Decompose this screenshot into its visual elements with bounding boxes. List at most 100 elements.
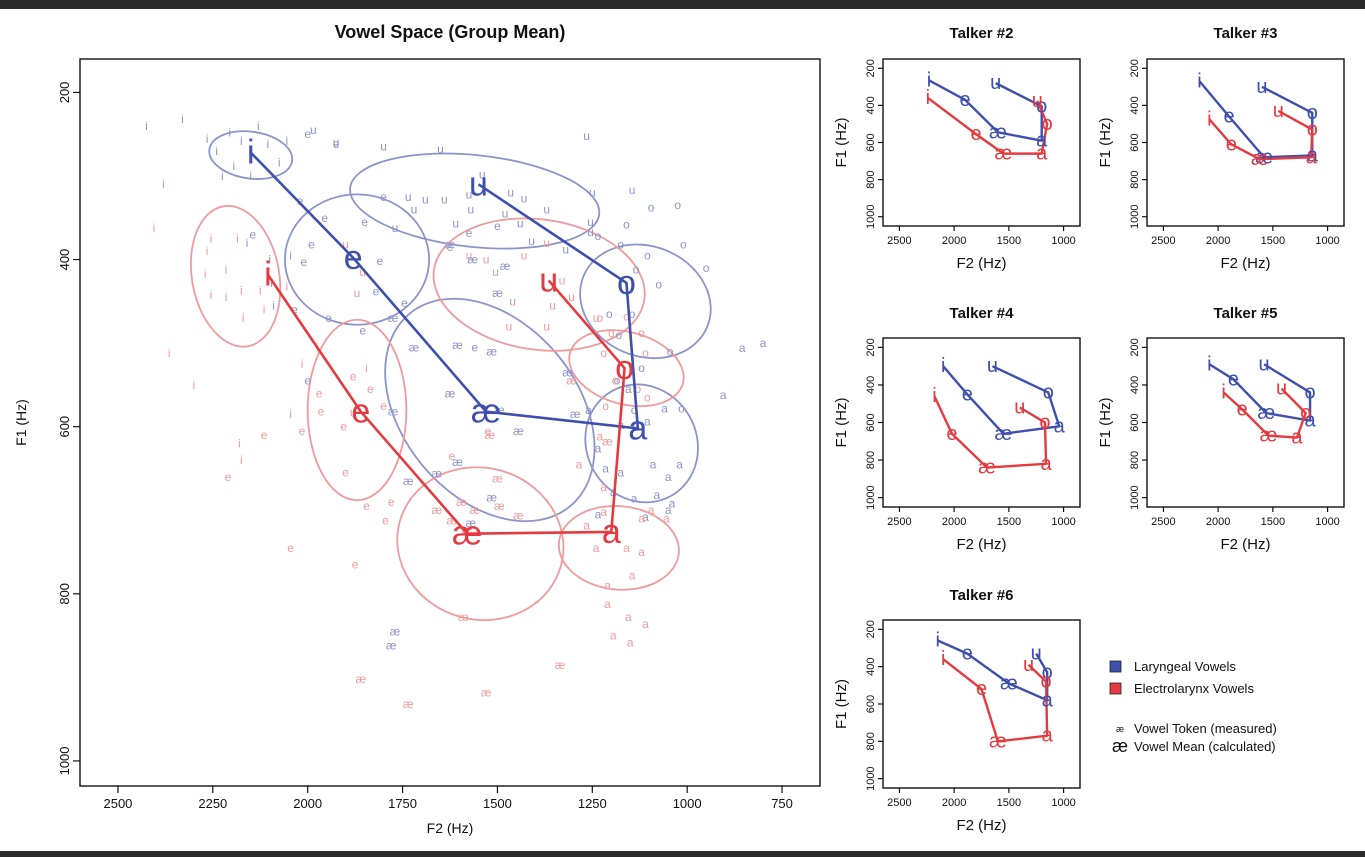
x-tick-label: 2250 xyxy=(198,796,227,811)
y-tick-label: 600 xyxy=(865,413,877,431)
vowel-mean-laryngeal-i: i xyxy=(1197,70,1201,92)
vowel-token-laryngeal: æ xyxy=(452,338,463,352)
vowel-token-laryngeal: o xyxy=(623,217,630,231)
vowel-token-laryngeal: i xyxy=(267,137,270,151)
vowel-token-laryngeal: i xyxy=(272,299,275,313)
vowel-token-electrolarynx: o xyxy=(602,399,609,413)
vowel-mean-laryngeal-æ: æ xyxy=(989,121,1007,143)
vowel-token-electrolarynx: u xyxy=(350,405,357,419)
y-tick-label: 800 xyxy=(865,451,877,469)
y-tick-label: 200 xyxy=(57,82,72,104)
vowel-token-laryngeal: o xyxy=(703,261,710,275)
x-tick-label: 2500 xyxy=(1151,516,1175,528)
vowel-token-laryngeal: u xyxy=(392,221,399,235)
vowel-token-laryngeal: e xyxy=(304,127,311,141)
vowel-token-laryngeal: i xyxy=(270,276,273,290)
y-axis-label: F1 (Hz) xyxy=(1097,398,1114,448)
vowel-mean-laryngeal-i: i xyxy=(927,69,931,91)
plot-frame xyxy=(1146,58,1345,227)
vowel-token-laryngeal: a xyxy=(631,492,638,506)
vowel-token-electrolarynx: i xyxy=(365,361,368,375)
vowel-token-laryngeal: u xyxy=(405,190,412,204)
vowel-token-laryngeal: æ xyxy=(494,403,505,417)
vowel-token-laryngeal: e xyxy=(301,255,308,269)
vowel-mean-electrolarynx-a: a xyxy=(1042,725,1054,747)
vowel-polygon-electrolarynx xyxy=(927,97,1049,155)
legend-mean-label: Vowel Mean (calculated) xyxy=(1134,739,1276,754)
vowel-mean-laryngeal-e: e xyxy=(962,643,973,665)
vowel-token-laryngeal: u xyxy=(466,187,473,201)
y-tick-label: 400 xyxy=(1129,96,1141,114)
legend-label-electrolarynx: Electrolarynx Vowels xyxy=(1134,681,1254,696)
vowel-token-laryngeal: e xyxy=(373,284,380,298)
vowel-token-electrolarynx: i xyxy=(162,177,165,191)
vowel-token-laryngeal: e xyxy=(494,219,501,233)
x-tick-label: 1250 xyxy=(578,796,607,811)
x-tick-label: 2000 xyxy=(942,797,966,809)
vowel-token-laryngeal: u xyxy=(422,192,429,206)
x-tick-label: 2500 xyxy=(887,797,911,809)
vowel-token-electrolarynx: e xyxy=(287,541,294,555)
vowel-token-electrolarynx: i xyxy=(210,232,213,246)
y-tick-label: 1000 xyxy=(1129,485,1141,509)
y-tick-label: 1000 xyxy=(865,766,877,790)
vowel-token-laryngeal: u xyxy=(468,202,475,216)
vowel-token-laryngeal: i xyxy=(249,169,252,183)
vowel-token-laryngeal: u xyxy=(310,123,317,137)
x-axis-label: F2 (Hz) xyxy=(1221,536,1271,553)
legend-token-label: Vowel Token (measured) xyxy=(1134,721,1277,736)
vowel-ellipse-laryngeal-o xyxy=(579,243,712,360)
vowel-mean-electrolarynx-u: u xyxy=(1023,654,1034,676)
vowel-token-electrolarynx: a xyxy=(604,578,611,592)
vowel-mean-laryngeal-o: o xyxy=(1042,661,1053,683)
y-tick-label: 600 xyxy=(865,695,877,713)
vowel-token-laryngeal: i xyxy=(289,248,292,262)
plot-frame xyxy=(79,58,821,787)
vowel-token-laryngeal: u xyxy=(333,136,340,150)
vowel-token-laryngeal: o xyxy=(606,307,613,321)
y-tick-label: 200 xyxy=(865,338,877,356)
x-tick-label: 750 xyxy=(771,796,793,811)
vowel-token-laryngeal: a xyxy=(602,461,609,475)
vowel-mean-laryngeal-i: i xyxy=(247,134,255,172)
vowel-token-electrolarynx: æ xyxy=(566,374,577,388)
vowel-token-laryngeal: e xyxy=(359,324,366,338)
vowel-ellipse-electrolarynx-o xyxy=(568,329,685,408)
x-axis-label: F2 (Hz) xyxy=(1221,255,1271,272)
vowel-token-electrolarynx: a xyxy=(648,503,655,517)
vowel-mean-electrolarynx-æ: æ xyxy=(1260,425,1278,447)
y-tick-label: 400 xyxy=(865,96,877,114)
vowel-token-electrolarynx: o xyxy=(608,326,615,340)
vowel-token-laryngeal: a xyxy=(650,457,657,471)
vowel-mean-electrolarynx-i: i xyxy=(926,87,930,109)
top-border-bar xyxy=(0,0,1365,9)
vowel-mean-electrolarynx-e: e xyxy=(970,123,981,145)
vowel-token-laryngeal: o xyxy=(629,307,636,321)
vowel-token-electrolarynx: u xyxy=(505,319,512,333)
vowel-token-laryngeal: a xyxy=(653,488,660,502)
y-tick-label: 600 xyxy=(1129,133,1141,151)
vowel-token-electrolarynx: i xyxy=(240,453,243,467)
vowel-token-electrolarynx: u xyxy=(466,248,473,262)
vowel-token-electrolarynx: i xyxy=(263,303,266,317)
vowel-token-laryngeal: e xyxy=(304,374,311,388)
vowel-token-laryngeal: u xyxy=(479,167,486,181)
x-tick-label: 2000 xyxy=(1206,516,1230,528)
vowel-token-electrolarynx: æ xyxy=(555,658,566,672)
vowel-token-electrolarynx: æ xyxy=(469,503,480,517)
vowel-mean-electrolarynx-a: a xyxy=(1036,143,1048,165)
vowel-token-electrolarynx: i xyxy=(225,290,228,304)
vowel-mean-laryngeal-o: o xyxy=(1043,381,1054,403)
vowel-token-laryngeal: i xyxy=(206,132,209,146)
y-tick-label: 400 xyxy=(865,376,877,394)
vowel-token-electrolarynx: e xyxy=(261,428,268,442)
vowel-token-electrolarynx: o xyxy=(644,390,651,404)
y-tick-label: 1000 xyxy=(865,204,877,228)
vowel-token-laryngeal: e xyxy=(466,226,473,240)
x-tick-label: 2000 xyxy=(293,796,322,811)
vowel-ellipse-laryngeal-e xyxy=(284,193,431,326)
y-tick-label: 200 xyxy=(865,59,877,77)
vowel-token-laryngeal: æ xyxy=(486,491,497,505)
panel-title: Talker #4 xyxy=(950,305,1015,322)
vowel-token-electrolarynx: e xyxy=(485,424,492,438)
